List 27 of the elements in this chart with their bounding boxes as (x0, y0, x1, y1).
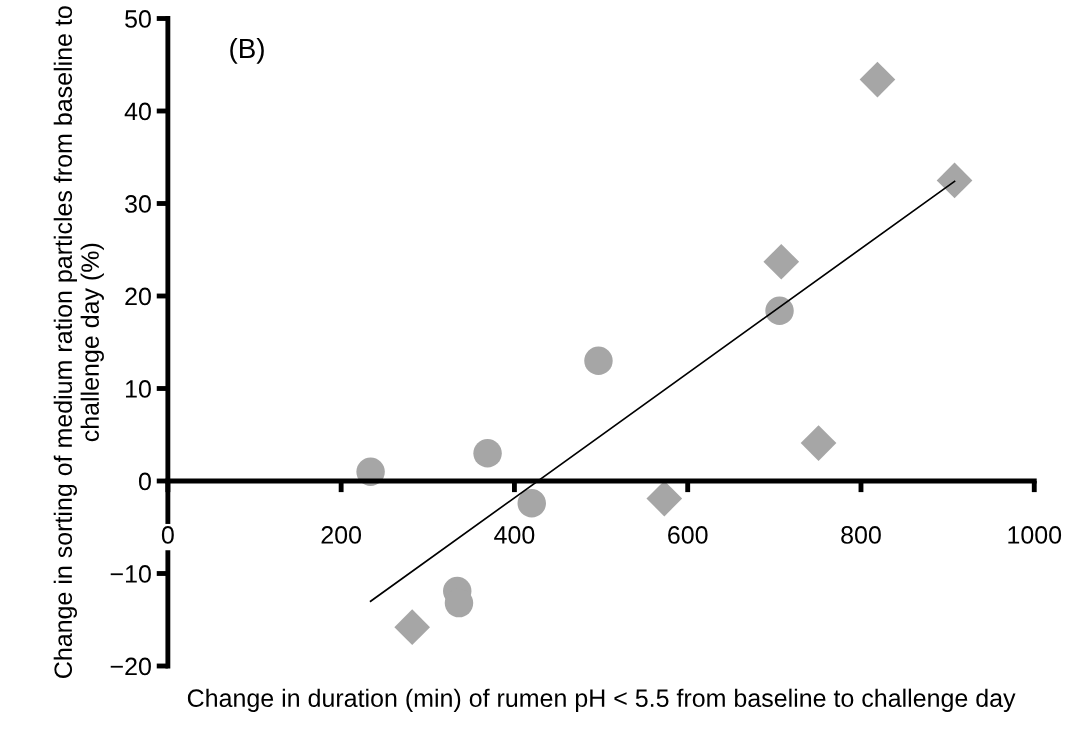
point (517, 488, 546, 518)
x-tick-label: 0 (161, 526, 174, 544)
x-tick-label: 400 (494, 526, 535, 544)
y-tick-label: 40 (124, 102, 151, 121)
point (936, 162, 973, 199)
x-tick-label: 600 (668, 526, 708, 544)
point (584, 346, 613, 375)
annotation: (B) (230, 37, 264, 64)
x-tick-label: 1000 (1008, 526, 1062, 544)
point (859, 61, 896, 98)
x-tick-label: 200 (321, 526, 362, 544)
y-axis-title: Change in sorting of medium ration particles from baseline to challenge day (%) (53, 6, 104, 678)
y-tick-label: 50 (125, 10, 151, 28)
y-tick-label: −10 (110, 565, 151, 583)
x-axis-title: Change in duration (min) of rumen pH < 5.5 from baseline to challenge day (187, 688, 1016, 712)
point (394, 609, 431, 645)
y-tick-label: 20 (125, 287, 151, 306)
y-tick-label: 30 (125, 195, 151, 213)
point (763, 243, 800, 280)
point (800, 425, 837, 461)
point (646, 480, 683, 517)
y-tick-label: 10 (125, 380, 151, 398)
y-tick-label: −20 (110, 657, 151, 676)
point (473, 439, 502, 468)
x-tick-label: 800 (841, 526, 881, 544)
y-tick-label: 0 (138, 472, 151, 491)
point (765, 296, 794, 326)
